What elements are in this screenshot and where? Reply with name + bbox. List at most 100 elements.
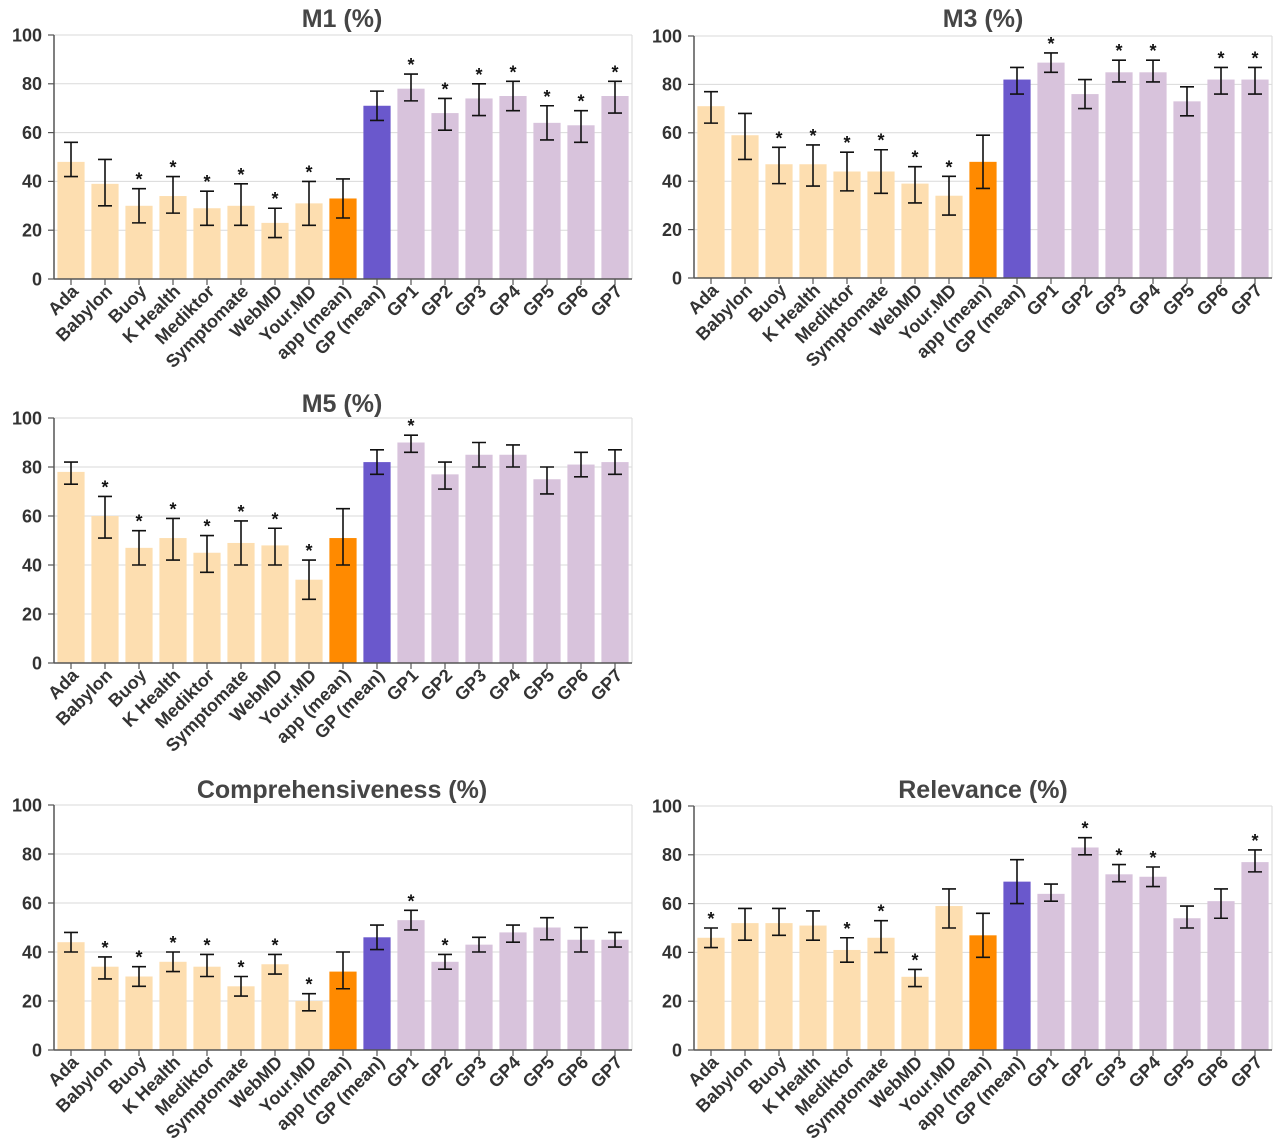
error-bar-gp-mean <box>370 924 384 951</box>
error-bar-gp2 <box>438 953 452 970</box>
bar-gp-mean <box>1003 881 1031 1050</box>
bar-k-health <box>159 961 187 1050</box>
bar-symptomate <box>227 986 255 1050</box>
y-tick-label-100: 100 <box>12 408 42 428</box>
y-tick-label-60: 60 <box>22 123 42 143</box>
error-bar-app-mean <box>976 912 990 959</box>
significance-star-mediktor: * <box>843 133 850 153</box>
significance-star-buoy: * <box>135 512 142 532</box>
bar-gp2 <box>1071 847 1099 1050</box>
x-tick-label-gp7: GP7 <box>1227 1052 1267 1092</box>
bar-gp5 <box>533 927 561 1050</box>
x-tick-label-gp5: GP5 <box>519 281 559 321</box>
significance-star-buoy: * <box>135 170 142 190</box>
error-bar-babylon <box>98 956 112 980</box>
x-tick-label-gp5: GP5 <box>519 1052 559 1092</box>
y-tick-label-80: 80 <box>22 844 42 864</box>
error-bar-webmd <box>908 165 922 204</box>
bar-buoy <box>765 923 793 1050</box>
chart-title: M3 (%) <box>943 5 1024 33</box>
error-bar-gp7 <box>608 80 622 114</box>
bar-buoy <box>125 547 153 663</box>
error-bar-ada <box>704 90 718 124</box>
bar-gp1 <box>397 88 425 280</box>
error-bar-gp2 <box>1078 78 1092 110</box>
significance-star-gp7: * <box>1251 48 1258 68</box>
error-bar-app-mean <box>336 951 350 990</box>
error-bar-gp1 <box>404 73 418 102</box>
error-bar-buoy <box>132 529 146 566</box>
error-bar-buoy <box>132 965 146 988</box>
error-bar-mediktor <box>200 953 214 978</box>
error-bar-symptomate <box>234 975 248 997</box>
y-tick-label-20: 20 <box>662 220 682 240</box>
significance-star-webmd: * <box>911 148 918 168</box>
error-bar-symptomate <box>234 183 248 227</box>
error-bar-buoy <box>772 146 786 185</box>
error-bar-webmd <box>908 968 922 988</box>
bar-gp5 <box>533 479 561 663</box>
bar-gp6 <box>567 464 595 663</box>
error-bar-gp6 <box>574 926 588 953</box>
chart-title: M5 (%) <box>302 390 383 418</box>
significance-star-symptomate: * <box>877 131 884 151</box>
error-bar-gp3 <box>1112 59 1126 83</box>
bar-gp7 <box>1241 862 1269 1050</box>
error-bar-ada <box>704 927 718 949</box>
x-tick-label-gp4: GP4 <box>1125 280 1165 320</box>
y-tick-label-60: 60 <box>662 123 682 143</box>
significance-star-babylon: * <box>101 477 108 497</box>
error-bar-gp7 <box>608 931 622 948</box>
error-bar-your-md <box>942 175 956 216</box>
significance-star-mediktor: * <box>203 517 210 537</box>
bar-gp-mean <box>363 462 391 663</box>
error-bar-gp6 <box>1214 888 1228 920</box>
x-tick-label-gp4: GP4 <box>485 1052 525 1092</box>
bar-ada <box>57 942 85 1050</box>
error-bar-webmd <box>268 527 282 566</box>
bar-gp4 <box>499 454 527 663</box>
significance-star-gp2: * <box>1081 819 1088 839</box>
bar-webmd <box>901 976 929 1050</box>
x-tick-label-gp2: GP2 <box>1057 1052 1097 1092</box>
bar-gp1 <box>397 442 425 663</box>
error-bar-gp5 <box>540 104 554 141</box>
bar-gp5 <box>533 122 561 279</box>
y-tick-label-60: 60 <box>22 506 42 526</box>
error-bar-gp6 <box>574 451 588 478</box>
significance-star-gp4: * <box>1149 41 1156 61</box>
error-bar-gp6 <box>574 109 588 144</box>
y-tick-label-40: 40 <box>662 172 682 192</box>
y-tick-label-0: 0 <box>32 269 42 289</box>
y-tick-label-100: 100 <box>12 25 42 45</box>
error-bar-gp7 <box>1248 849 1262 873</box>
x-tick-label-gp1: GP1 <box>383 665 423 705</box>
chart-comprehensiveness: Comprehensiveness (%)020406080100Ada*Bab… <box>12 776 633 1143</box>
error-bar-your-md <box>302 180 316 227</box>
error-bar-gp1 <box>1044 52 1058 74</box>
error-bar-mediktor <box>200 190 214 227</box>
bar-gp4 <box>499 932 527 1050</box>
error-bar-babylon <box>738 907 752 941</box>
significance-star-webmd: * <box>911 950 918 970</box>
x-tick-label-gp1: GP1 <box>383 281 423 321</box>
error-bar-app-mean <box>336 178 350 219</box>
chart-title: Comprehensiveness (%) <box>197 776 487 804</box>
significance-star-your-md: * <box>305 162 312 182</box>
chart-title: M1 (%) <box>302 5 383 33</box>
error-bar-buoy <box>132 187 146 224</box>
bar-gp-mean <box>363 937 391 1050</box>
bar-ada <box>57 471 85 663</box>
significance-star-gp1: * <box>407 891 414 911</box>
x-tick-label-gp6: GP6 <box>553 281 593 321</box>
x-tick-label-gp6: GP6 <box>553 1052 593 1092</box>
error-bar-gp2 <box>438 461 452 490</box>
bar-gp2 <box>431 961 459 1050</box>
error-bar-gp4 <box>506 80 520 112</box>
error-bar-gp5 <box>540 916 554 941</box>
error-bar-gp-mean <box>370 90 384 122</box>
error-bar-gp2 <box>1078 836 1092 856</box>
